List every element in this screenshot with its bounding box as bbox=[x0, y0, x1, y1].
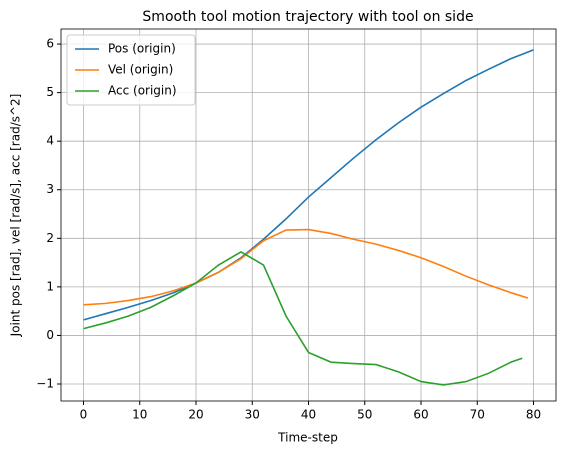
y-tick-label: 3 bbox=[46, 182, 54, 196]
x-tick-label: 10 bbox=[132, 408, 147, 422]
y-tick-label: 0 bbox=[46, 328, 54, 342]
plot-frame bbox=[60, 28, 557, 402]
x-tick-label: 20 bbox=[188, 408, 203, 422]
y-tick-label: 1 bbox=[46, 279, 54, 293]
series-line bbox=[83, 49, 534, 321]
y-axis-label: Joint pos [rad], vel [rad/s], acc [rad/s… bbox=[9, 94, 23, 338]
y-tick-label: −1 bbox=[36, 377, 54, 391]
x-tick-label: 30 bbox=[245, 408, 260, 422]
x-tick-label: 50 bbox=[357, 408, 372, 422]
x-tick-label: 60 bbox=[413, 408, 428, 422]
chart-title: Smooth tool motion trajectory with tool … bbox=[142, 9, 473, 25]
series-line bbox=[83, 228, 529, 306]
legend-label: Vel (origin) bbox=[108, 63, 173, 77]
legend-label: Acc (origin) bbox=[108, 84, 177, 98]
y-tick-label: 4 bbox=[46, 134, 54, 148]
x-tick-label: 0 bbox=[80, 408, 88, 422]
y-tick-label: 2 bbox=[46, 231, 54, 245]
legend-label: Pos (origin) bbox=[108, 42, 176, 56]
x-tick-label: 40 bbox=[301, 408, 316, 422]
x-tick-label: 70 bbox=[470, 408, 485, 422]
x-tick-label: 80 bbox=[526, 408, 541, 422]
legend-box bbox=[66, 34, 196, 106]
y-tick-label: 6 bbox=[46, 37, 54, 51]
y-tick-label: 5 bbox=[46, 85, 54, 99]
series-line bbox=[83, 250, 523, 386]
x-axis-label: Time-step bbox=[277, 431, 338, 445]
